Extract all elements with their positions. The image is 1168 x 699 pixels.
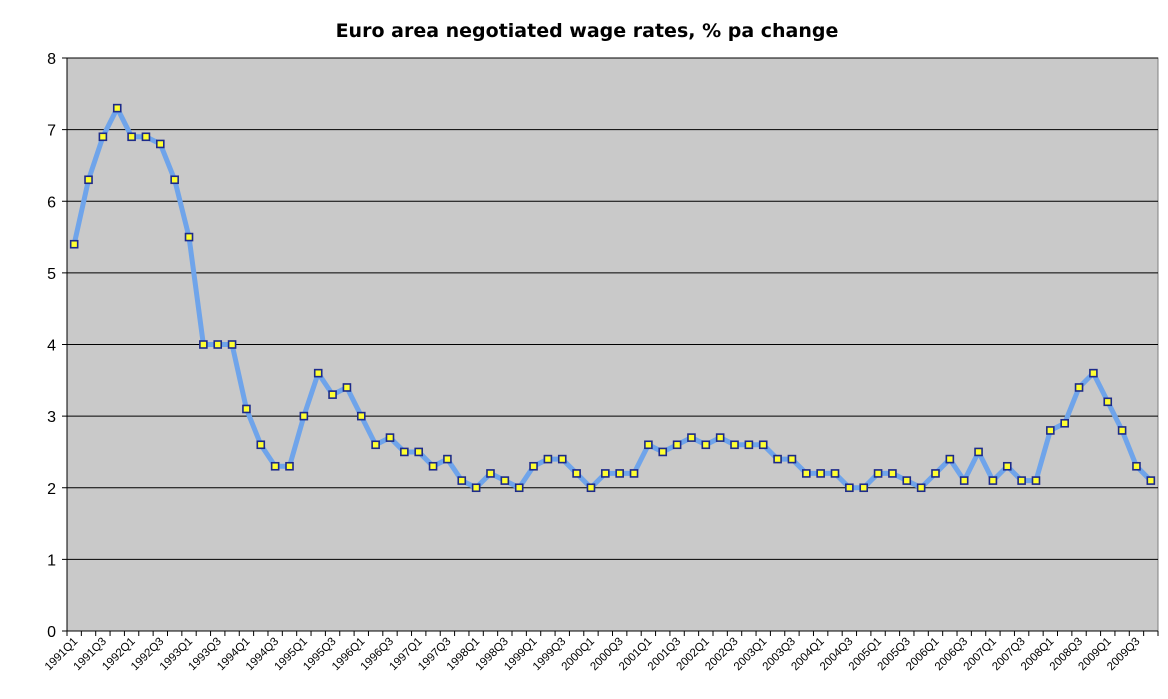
data-point-marker xyxy=(1103,397,1113,407)
data-point-marker xyxy=(687,433,696,442)
data-point-marker xyxy=(184,232,194,242)
data-point-marker xyxy=(859,483,869,493)
data-point-marker xyxy=(371,440,380,450)
data-point-marker xyxy=(486,469,495,478)
y-tick-label: 5 xyxy=(47,266,56,283)
data-point-marker xyxy=(69,239,79,249)
data-point-marker xyxy=(615,469,624,478)
data-point-marker xyxy=(112,103,122,113)
data-point-marker xyxy=(629,469,639,478)
data-point-marker xyxy=(816,469,825,478)
data-point-marker xyxy=(787,454,797,464)
data-point-marker xyxy=(902,476,912,485)
chart-title: Euro area negotiated wage rates, % pa ch… xyxy=(336,20,839,42)
data-point-marker xyxy=(543,454,553,464)
data-point-marker xyxy=(428,461,438,471)
data-point-marker xyxy=(356,411,366,421)
data-point-marker xyxy=(443,454,452,464)
data-point-marker xyxy=(730,440,739,450)
data-point-marker xyxy=(457,476,467,485)
data-point-marker xyxy=(601,469,610,478)
data-point-marker xyxy=(514,483,524,493)
data-point-marker xyxy=(213,340,223,349)
data-point-marker xyxy=(328,390,337,399)
data-point-marker xyxy=(672,440,682,450)
data-point-marker xyxy=(945,454,955,464)
data-point-marker xyxy=(974,447,983,457)
data-point-marker xyxy=(931,469,940,478)
data-point-marker xyxy=(400,447,409,457)
data-point-marker xyxy=(1117,426,1127,435)
y-tick-label: 7 xyxy=(47,123,56,140)
data-point-marker xyxy=(1017,476,1026,485)
data-point-marker xyxy=(414,447,424,457)
data-point-marker xyxy=(199,340,208,349)
data-point-marker xyxy=(586,483,596,493)
data-point-marker xyxy=(529,461,538,471)
data-point-marker xyxy=(98,132,108,142)
data-point-marker xyxy=(270,461,280,471)
data-point-marker xyxy=(658,447,668,457)
data-point-marker xyxy=(471,483,481,493)
data-point-marker xyxy=(744,440,754,450)
data-point-marker xyxy=(873,469,883,478)
data-point-marker xyxy=(572,469,581,478)
data-point-marker xyxy=(801,469,811,478)
data-point-marker xyxy=(830,469,840,478)
data-point-marker xyxy=(500,476,510,485)
data-point-marker xyxy=(557,454,567,464)
data-point-marker xyxy=(1132,461,1141,471)
data-point-marker xyxy=(916,483,926,493)
data-point-marker xyxy=(342,383,352,392)
data-point-marker xyxy=(1074,383,1084,392)
data-point-marker xyxy=(127,132,136,142)
data-point-marker xyxy=(1002,461,1012,471)
data-point-marker xyxy=(1089,368,1098,378)
y-tick-label: 0 xyxy=(47,624,56,641)
data-point-marker xyxy=(385,433,395,442)
data-point-marker xyxy=(1031,476,1041,485)
data-point-marker xyxy=(285,461,294,471)
data-point-marker xyxy=(888,469,897,478)
plot-area: 0123456781991Q11991Q31992Q11992Q31993Q11… xyxy=(43,51,1159,673)
data-point-marker xyxy=(227,340,237,349)
y-tick-label: 2 xyxy=(47,481,56,498)
y-tick-label: 1 xyxy=(47,552,56,569)
data-point-marker xyxy=(84,175,93,185)
y-tick-label: 6 xyxy=(47,194,56,211)
data-point-marker xyxy=(644,440,653,450)
data-point-marker xyxy=(715,433,725,442)
data-point-marker xyxy=(773,454,782,464)
data-point-marker xyxy=(959,476,969,485)
data-point-marker xyxy=(141,132,151,142)
data-point-marker xyxy=(1060,418,1069,428)
data-point-marker xyxy=(299,411,309,421)
data-point-marker xyxy=(242,404,251,414)
y-tick-label: 3 xyxy=(47,409,56,426)
data-point-marker xyxy=(156,139,165,149)
data-point-marker xyxy=(701,440,711,450)
data-point-marker xyxy=(758,440,768,450)
data-point-marker xyxy=(1046,426,1055,435)
data-point-marker xyxy=(256,440,266,450)
data-point-marker xyxy=(845,483,854,493)
data-point-marker xyxy=(1146,476,1156,485)
series-line xyxy=(71,105,1154,491)
data-point-marker xyxy=(988,476,998,485)
data-point-marker xyxy=(170,175,179,185)
data-point-marker xyxy=(313,368,323,378)
y-tick-label: 4 xyxy=(47,338,56,355)
y-tick-label: 8 xyxy=(47,51,56,68)
